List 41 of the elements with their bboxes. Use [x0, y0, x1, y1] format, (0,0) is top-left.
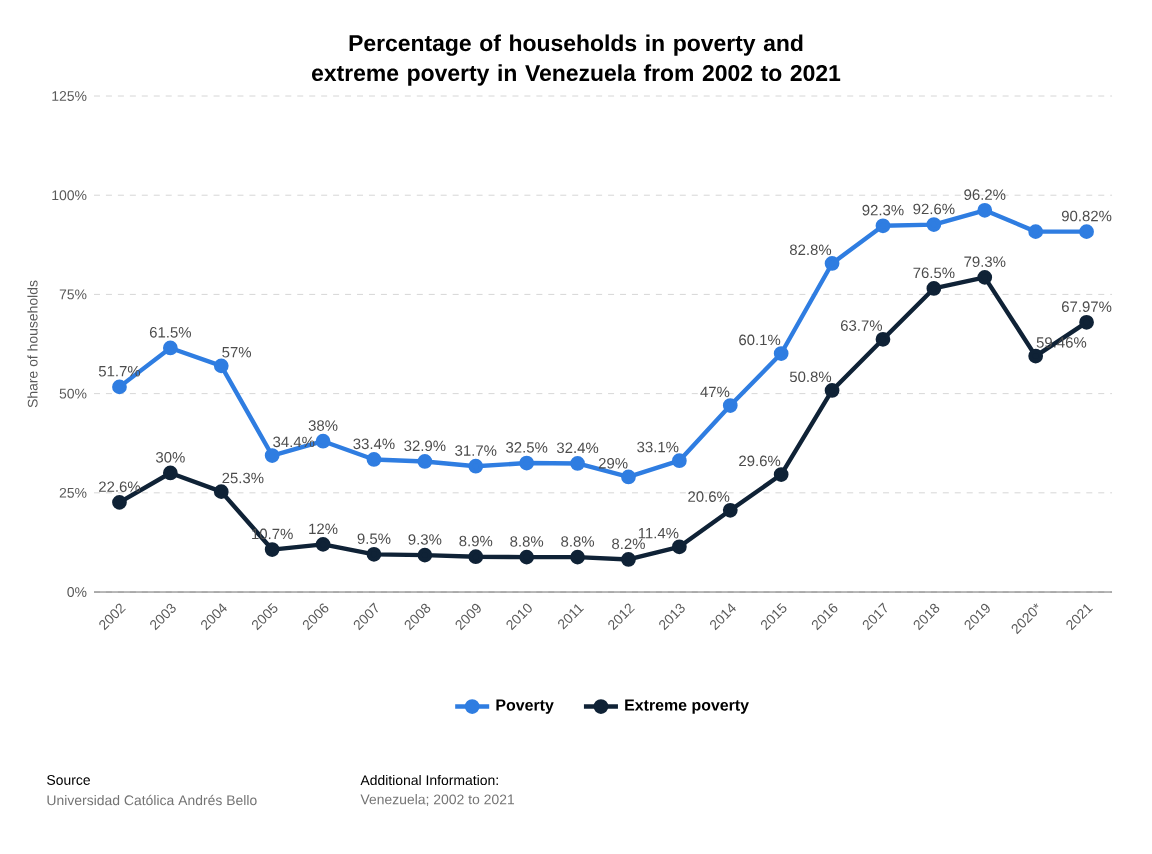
- point: [875, 218, 891, 234]
- point: [112, 379, 127, 395]
- point: [213, 484, 229, 499]
- point: [977, 269, 993, 285]
- point: [926, 217, 942, 232]
- point: [722, 502, 738, 518]
- point: [977, 202, 993, 218]
- point: [1028, 224, 1044, 240]
- point: [468, 458, 484, 474]
- point: [417, 547, 433, 563]
- point: [112, 494, 127, 510]
- point: [162, 465, 178, 481]
- chart-title: Percentage of households in poverty and extreme poverty in Venezuela from 2002 to 2021: [312, 34, 841, 86]
- point: [570, 549, 585, 565]
- point: [315, 433, 331, 449]
- point: [1079, 224, 1094, 240]
- point: [621, 552, 636, 567]
- point: [722, 398, 738, 413]
- point: [315, 537, 331, 552]
- point: [213, 358, 229, 374]
- point: [926, 281, 942, 296]
- point: [671, 539, 687, 555]
- point: [162, 340, 178, 356]
- point: [671, 453, 687, 469]
- point: [366, 452, 382, 467]
- point: [773, 467, 789, 482]
- point: [824, 256, 840, 271]
- point: [773, 346, 789, 361]
- point: [366, 546, 382, 562]
- point: [1028, 348, 1044, 364]
- point: [264, 542, 280, 557]
- point: [621, 469, 636, 485]
- point: [570, 456, 585, 471]
- point: [417, 454, 433, 469]
- point: [824, 383, 840, 398]
- point: [264, 448, 280, 463]
- point: [519, 549, 535, 565]
- point: [468, 549, 484, 565]
- point: [1079, 314, 1094, 330]
- point: [519, 455, 535, 471]
- point: [875, 331, 891, 347]
